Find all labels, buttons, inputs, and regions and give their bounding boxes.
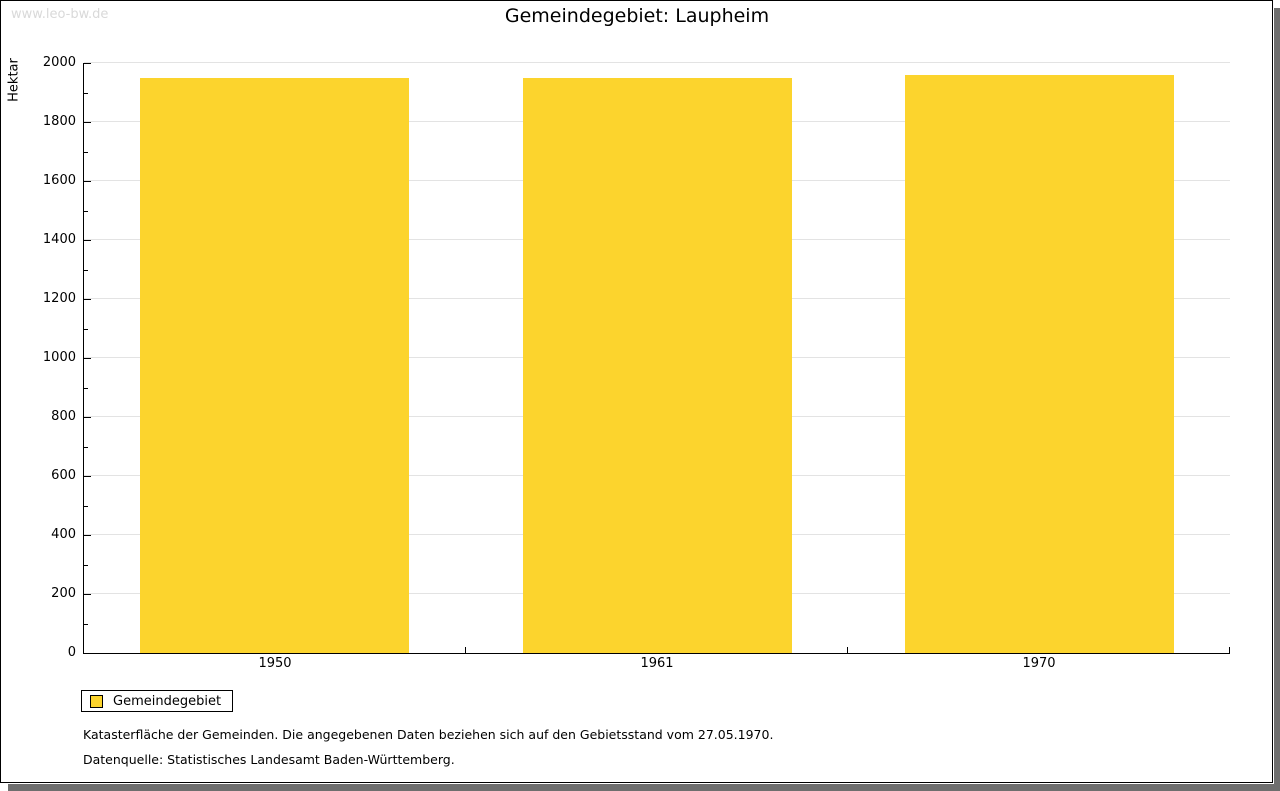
y-tick-minor [84, 210, 88, 212]
x-tick-label: 1950 [258, 656, 292, 671]
y-tick-label: 1600 [42, 173, 76, 188]
y-tick-label: 800 [51, 409, 76, 424]
y-tick-minor [84, 623, 88, 625]
y-tick-major [84, 535, 91, 536]
legend-label: Gemeindegebiet [113, 693, 222, 709]
y-tick-minor [84, 446, 88, 448]
footnote-data-source: Datenquelle: Statistisches Landesamt Bad… [83, 752, 455, 767]
y-tick-major [84, 63, 91, 64]
frame-shadow-bottom [8, 784, 1280, 791]
plot-area: 0 200 400 600 800 1000 1200 1400 1600 1800 2000 195… [43, 55, 1230, 671]
x-category-tick [846, 647, 848, 653]
y-gridline [84, 62, 1230, 63]
y-tick-major [84, 299, 91, 300]
y-tick-major [84, 181, 91, 182]
footnote-source-note: Katasterfläche der Gemeinden. Die angege… [83, 727, 774, 742]
y-tick-label: 1800 [42, 114, 76, 129]
y-tick-label: 0 [67, 645, 76, 660]
y-tick-minor [84, 505, 88, 507]
bar-1970 [904, 75, 1174, 653]
y-tick-minor [84, 387, 88, 389]
watermark: www.leo-bw.de [11, 7, 109, 22]
x-category-tick [1229, 647, 1230, 653]
y-tick-major [84, 594, 91, 595]
y-tick-major [84, 240, 91, 241]
y-tick-major [84, 476, 91, 477]
legend-swatch [90, 694, 103, 708]
y-tick-label: 1000 [42, 350, 76, 365]
y-tick-minor [84, 564, 88, 566]
y-tick-label: 600 [51, 468, 76, 483]
y-tick-major [84, 653, 91, 654]
bar-1961 [522, 78, 792, 653]
y-tick-minor [84, 269, 88, 271]
y-tick-label: 200 [51, 586, 76, 601]
y-tick-major [84, 358, 91, 359]
y-tick-label: 1200 [42, 291, 76, 306]
y-tick-label: 2000 [42, 55, 76, 70]
bar-1950 [140, 78, 410, 653]
frame-shadow-right [1274, 8, 1280, 784]
y-tick-minor [84, 92, 88, 94]
y-tick-major [84, 417, 91, 418]
legend: Gemeindegebiet [81, 690, 233, 712]
y-tick-label: 400 [51, 527, 76, 542]
x-category-tick [464, 647, 466, 653]
y-tick-minor [84, 151, 88, 153]
y-tick-minor [84, 328, 88, 330]
x-tick-label: 1961 [640, 656, 674, 671]
y-tick-label: 1400 [42, 232, 76, 247]
y-tick-major [84, 122, 91, 123]
chart-title: Gemeindegebiet: Laupheim [504, 5, 770, 27]
x-tick-label: 1970 [1022, 656, 1056, 671]
